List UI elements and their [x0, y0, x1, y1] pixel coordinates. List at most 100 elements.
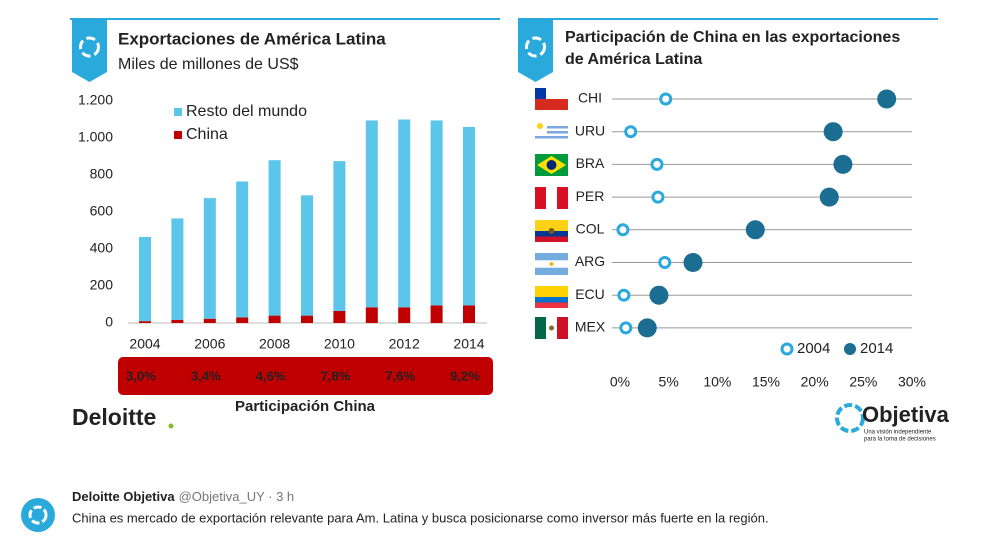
dot: [659, 92, 673, 106]
dot: [624, 125, 638, 139]
x-tick-label: 20%: [801, 374, 829, 390]
bar-segment: [398, 119, 411, 308]
bar-segment: [365, 120, 378, 308]
bar-segment: [365, 307, 378, 323]
tagline: Una visión independiente: [864, 430, 932, 436]
legend-swatch: [174, 108, 182, 116]
bar-segment: [430, 120, 443, 306]
annotation-value: 7,6%: [385, 368, 415, 383]
bar-segment: [463, 126, 475, 306]
bar-segment: [171, 319, 184, 323]
deloitte-logo: Deloitte: [72, 404, 156, 430]
x-tick-label: 10%: [703, 374, 731, 390]
dot: [617, 288, 631, 302]
dot: [658, 256, 672, 269]
avatar-icon: [28, 505, 48, 525]
bar-segment: [268, 160, 281, 316]
chart-title: de América Latina: [565, 51, 702, 68]
legend-marker: [844, 343, 856, 355]
tweet-handle[interactable]: @Objetiva_UY · 3 h: [179, 489, 295, 504]
category-label: COL: [576, 221, 605, 237]
annotation-value: 3,0%: [126, 368, 156, 383]
bar-segment: [236, 317, 249, 323]
dot: [745, 220, 765, 240]
dot: [877, 89, 897, 109]
chart-subtitle: Miles de millones de US$: [118, 56, 299, 73]
dot: [833, 154, 853, 174]
category-label: CHI: [578, 90, 602, 106]
dot: [823, 122, 843, 142]
x-tick-label: 25%: [849, 374, 877, 390]
objetiva-logo: Objetiva: [862, 402, 950, 427]
x-tick-label: 5%: [659, 374, 679, 390]
flags: [535, 88, 568, 339]
bar-segment: [203, 318, 216, 323]
y-tick-label: 600: [90, 203, 114, 219]
legend-label: 2014: [860, 340, 893, 357]
dot: [637, 318, 657, 338]
dot: [650, 157, 664, 171]
category-label: ECU: [575, 286, 605, 302]
tweet-body: China es mercado de exportación relevant…: [72, 510, 769, 525]
bar-segment: [463, 305, 475, 323]
dot: [619, 321, 633, 335]
x-tick-label: 2012: [389, 336, 420, 352]
dot: [649, 285, 669, 305]
annotation-value: 3,4%: [191, 368, 221, 383]
x-tick-label: 15%: [752, 374, 780, 390]
bar-segment: [203, 198, 216, 319]
annotation-value: 4,6%: [256, 368, 286, 383]
badge-icon: [525, 36, 546, 58]
x-tick-label: 30%: [898, 374, 926, 390]
category-label: ARG: [575, 253, 605, 269]
bar-segment: [236, 181, 249, 318]
y-tick-label: 1.200: [78, 92, 113, 108]
bar-segment: [268, 315, 281, 323]
x-tick-label: 2004: [129, 336, 160, 352]
dot: [683, 253, 703, 272]
legend-label: China: [186, 126, 228, 143]
y-tick-label: 0: [105, 314, 113, 330]
tagline: para la toma de decisiones: [864, 437, 936, 443]
y-tick-label: 1.000: [78, 129, 113, 145]
category-label: MEX: [575, 319, 606, 335]
y-tick-label: 800: [90, 166, 114, 182]
dot: [616, 223, 630, 237]
dot: [819, 187, 839, 207]
annotation-value: 9,2%: [450, 368, 480, 383]
objetiva-icon: [835, 403, 865, 433]
tweet-text: Deloitte Objetiva @Objetiva_UY · 3 h: [72, 489, 294, 504]
bar-segment: [398, 307, 411, 323]
x-tick-label: 2010: [324, 336, 355, 352]
x-tick-label: 2006: [194, 336, 225, 352]
category-label: URU: [575, 122, 605, 138]
bar-segment: [171, 218, 184, 320]
logo-dot: [168, 423, 174, 429]
legend-swatch: [174, 131, 182, 139]
chart-title: Participación de China en las exportacio…: [565, 29, 900, 46]
annotation-label: Participación China: [235, 398, 376, 415]
badge: [518, 19, 553, 82]
dot: [651, 190, 665, 204]
bar-segment: [301, 315, 313, 323]
tweet-author[interactable]: Deloitte Objetiva: [72, 489, 175, 504]
x-tick-label: 0%: [610, 374, 630, 390]
bar-segment: [301, 195, 313, 316]
category-label: BRA: [576, 155, 605, 171]
badge-icon: [79, 36, 100, 58]
y-tick-label: 400: [90, 240, 114, 256]
y-tick-label: 200: [90, 277, 114, 293]
avatar[interactable]: [21, 498, 55, 532]
x-tick-label: 2014: [453, 336, 484, 352]
annotation-value: 7,8%: [321, 368, 351, 383]
category-label: PER: [576, 188, 605, 204]
legend-label: 2004: [797, 340, 830, 357]
legend-label: Resto del mundo: [186, 103, 307, 120]
annotation-box: [118, 357, 493, 395]
chart-title: Exportaciones de América Latina: [118, 29, 386, 48]
x-tick-label: 2008: [259, 336, 290, 352]
bar-segment: [333, 161, 346, 311]
badge: [72, 19, 107, 82]
legend-marker: [780, 342, 794, 356]
